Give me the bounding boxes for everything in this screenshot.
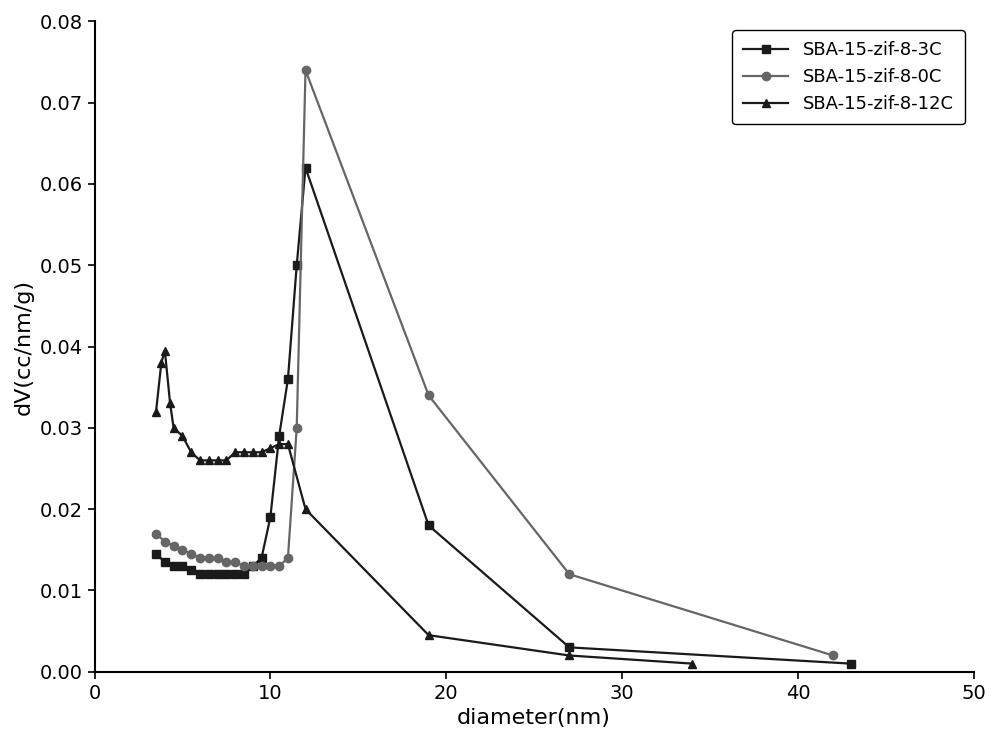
SBA-15-zif-8-12C (168, 424, 180, 433)
Legend: SBA-15-zif-8-3C, SBA-15-zif-8-0C, SBA-15-zif-8-12C: SBA-15-zif-8-3C, SBA-15-zif-8-0C, SBA-15… (732, 30, 965, 124)
SBA-15-zif-8-0C (194, 554, 206, 562)
SBA-15-zif-8-0C (238, 562, 250, 571)
SBA-15-zif-8-0C (423, 391, 435, 400)
SBA-15-zif-8-0C (203, 554, 215, 562)
SBA-15-zif-8-12C (247, 448, 259, 457)
SBA-15-zif-8-0C (176, 545, 188, 554)
SBA-15-zif-8-3C (423, 521, 435, 530)
X-axis label: diameter(nm): diameter(nm) (457, 708, 611, 728)
SBA-15-zif-8-12C (212, 456, 224, 464)
SBA-15-zif-8-3C (194, 570, 206, 579)
SBA-15-zif-8-12C (155, 358, 167, 367)
SBA-15-zif-8-3C (247, 562, 259, 571)
SBA-15-zif-8-12C (563, 651, 575, 660)
SBA-15-zif-8-3C (168, 562, 180, 571)
SBA-15-zif-8-12C (203, 456, 215, 464)
SBA-15-zif-8-12C (220, 456, 232, 464)
SBA-15-zif-8-12C (238, 448, 250, 457)
SBA-15-zif-8-3C (150, 549, 162, 558)
Line: SBA-15-zif-8-0C: SBA-15-zif-8-0C (152, 66, 837, 660)
SBA-15-zif-8-0C (150, 529, 162, 538)
SBA-15-zif-8-3C (185, 565, 197, 574)
SBA-15-zif-8-3C (291, 261, 303, 270)
Line: SBA-15-zif-8-12C: SBA-15-zif-8-12C (152, 347, 697, 668)
SBA-15-zif-8-0C (273, 562, 285, 571)
SBA-15-zif-8-0C (168, 542, 180, 551)
SBA-15-zif-8-12C (194, 456, 206, 464)
SBA-15-zif-8-12C (229, 448, 241, 457)
SBA-15-zif-8-12C (423, 631, 435, 640)
SBA-15-zif-8-12C (185, 448, 197, 457)
SBA-15-zif-8-0C (282, 554, 294, 562)
SBA-15-zif-8-3C (238, 570, 250, 579)
SBA-15-zif-8-0C (256, 562, 268, 571)
Y-axis label: dV(cc/nm/g): dV(cc/nm/g) (14, 278, 34, 415)
SBA-15-zif-8-0C (185, 549, 197, 558)
SBA-15-zif-8-3C (176, 562, 188, 571)
SBA-15-zif-8-0C (300, 66, 312, 75)
SBA-15-zif-8-3C (282, 375, 294, 384)
SBA-15-zif-8-0C (212, 554, 224, 562)
SBA-15-zif-8-3C (845, 659, 857, 668)
SBA-15-zif-8-12C (256, 448, 268, 457)
SBA-15-zif-8-3C (212, 570, 224, 579)
SBA-15-zif-8-3C (300, 163, 312, 172)
SBA-15-zif-8-12C (300, 505, 312, 513)
SBA-15-zif-8-12C (176, 432, 188, 441)
SBA-15-zif-8-12C (273, 440, 285, 449)
SBA-15-zif-8-0C (563, 570, 575, 579)
SBA-15-zif-8-12C (264, 444, 276, 453)
SBA-15-zif-8-3C (220, 570, 232, 579)
SBA-15-zif-8-0C (827, 651, 839, 660)
SBA-15-zif-8-0C (291, 424, 303, 433)
SBA-15-zif-8-3C (256, 554, 268, 562)
SBA-15-zif-8-12C (159, 347, 171, 355)
SBA-15-zif-8-12C (150, 407, 162, 416)
SBA-15-zif-8-3C (159, 557, 171, 566)
SBA-15-zif-8-3C (203, 570, 215, 579)
SBA-15-zif-8-12C (686, 659, 698, 668)
SBA-15-zif-8-0C (159, 537, 171, 546)
SBA-15-zif-8-0C (264, 562, 276, 571)
SBA-15-zif-8-3C (229, 570, 241, 579)
SBA-15-zif-8-3C (273, 432, 285, 441)
SBA-15-zif-8-3C (264, 513, 276, 522)
SBA-15-zif-8-3C (563, 643, 575, 651)
SBA-15-zif-8-0C (220, 557, 232, 566)
SBA-15-zif-8-12C (282, 440, 294, 449)
SBA-15-zif-8-0C (229, 557, 241, 566)
SBA-15-zif-8-12C (164, 399, 176, 408)
SBA-15-zif-8-0C (247, 562, 259, 571)
Line: SBA-15-zif-8-3C: SBA-15-zif-8-3C (152, 163, 855, 668)
